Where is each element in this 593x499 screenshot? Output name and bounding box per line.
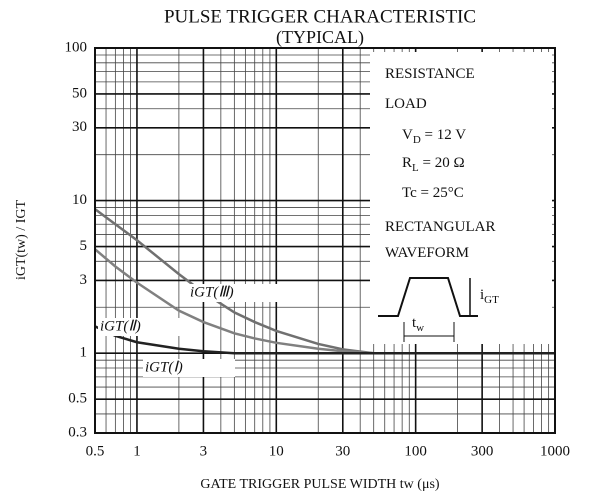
y-tick-label: 5 [80, 238, 88, 254]
info-box [370, 52, 552, 344]
x-tick-label: 10 [269, 443, 284, 459]
annotation-part: = 20 Ω [419, 155, 465, 171]
annotation: Tc = 25°C [402, 185, 464, 201]
series-label: iGT(Ⅱ) [100, 318, 141, 334]
annotation-part: R [402, 155, 412, 171]
x-tick-label: 1 [133, 443, 141, 459]
annotation-part: w [416, 322, 424, 334]
y-tick-label: 50 [72, 85, 87, 101]
chart-title: PULSE TRIGGER CHARACTERISTIC [164, 6, 476, 27]
label-background [188, 284, 280, 302]
annotation-part: D [413, 134, 421, 146]
x-axis-label: GATE TRIGGER PULSE WIDTH tw (μs) [200, 477, 439, 492]
y-tick-label: 10 [72, 192, 87, 208]
x-tick-label: 0.5 [86, 443, 105, 459]
y-tick-label: 100 [65, 39, 88, 55]
annotation-part: Tc = 25°C [402, 185, 464, 201]
label-background [143, 359, 235, 377]
y-tick-label: 0.5 [68, 391, 87, 407]
y-tick-label: 1 [80, 345, 88, 361]
annotation: RESISTANCE [385, 66, 475, 82]
annotation: RECTANGULAR [385, 219, 495, 235]
annotation: iGT [480, 287, 499, 305]
y-tick-label: 3 [80, 272, 88, 288]
plot-frame [94, 47, 556, 434]
label-background [98, 318, 190, 336]
annotation: VD = 12 V [402, 127, 466, 145]
x-tick-label: 30 [335, 443, 350, 459]
annotation-part: WAVEFORM [385, 245, 469, 261]
line-series [94, 325, 555, 355]
annotation-part: RECTANGULAR [385, 219, 495, 235]
chart-subtitle: (TYPICAL) [276, 27, 364, 48]
x-tick-label: 3 [200, 443, 208, 459]
annotation-part: RESISTANCE [385, 66, 475, 82]
x-tick-label: 1000 [540, 443, 570, 459]
annotation: LOAD [385, 96, 427, 112]
x-tick-label: 300 [471, 443, 494, 459]
annotation-part: V [402, 127, 413, 143]
y-axis-label: iGT(tw) / IGT [14, 200, 29, 281]
waveform [378, 277, 478, 317]
series-label: iGT(Ⅰ) [145, 359, 183, 375]
annotation: RL = 20 Ω [402, 155, 465, 173]
series-label: iGT(Ⅲ) [190, 284, 234, 300]
curves [94, 208, 555, 355]
annotation: tw [412, 315, 424, 333]
annotation: WAVEFORM [385, 245, 469, 261]
annotation-part: i [480, 287, 484, 303]
y-tick-label: 30 [72, 119, 87, 135]
annotation-part: = 12 V [421, 127, 466, 143]
annotation-part: t [412, 315, 417, 331]
annotation-part: GT [484, 294, 499, 306]
y-tick-label: 0.3 [68, 424, 87, 440]
annotation-part: L [412, 162, 419, 174]
x-tick-label: 100 [404, 443, 427, 459]
annotation-part: LOAD [385, 96, 427, 112]
